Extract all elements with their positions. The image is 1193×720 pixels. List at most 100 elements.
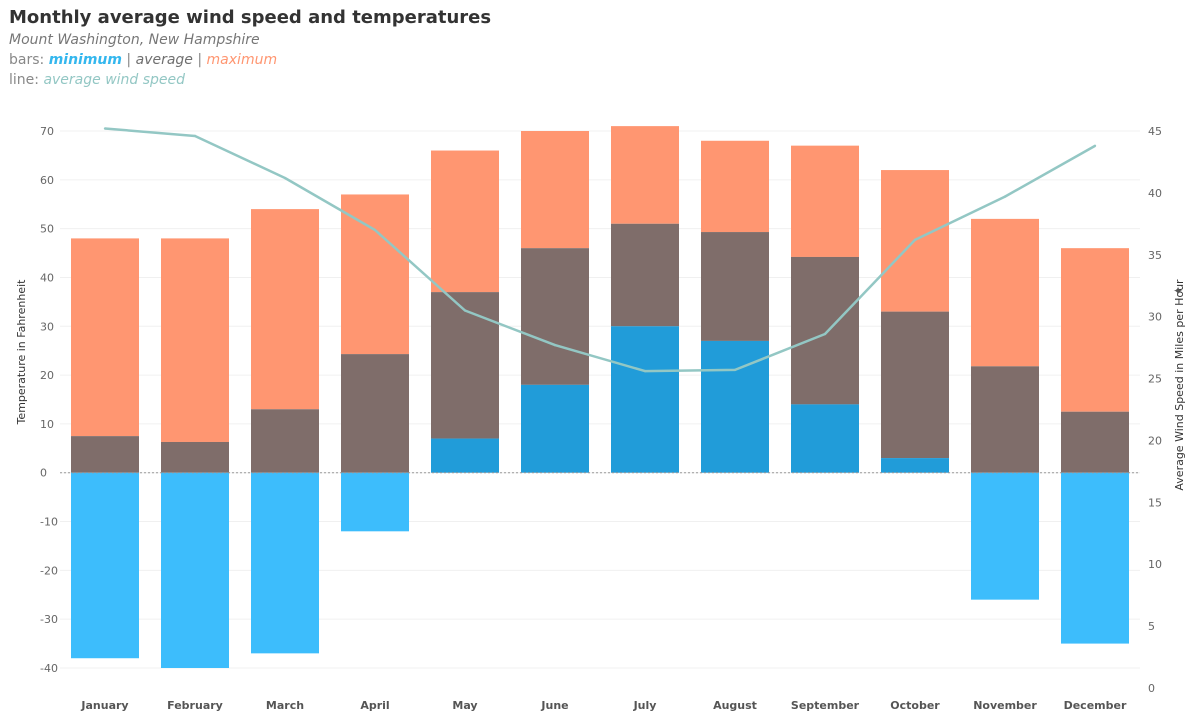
bar-maximum[interactable] <box>971 218 1039 367</box>
left-tick-label: 20 <box>40 369 54 382</box>
pin-icon[interactable]: ✦ <box>1173 284 1183 298</box>
bar-average[interactable] <box>341 354 409 473</box>
bar-average[interactable] <box>71 436 139 473</box>
left-tick-label: 70 <box>40 125 54 138</box>
chart-header: Monthly average wind speed and temperatu… <box>9 6 491 90</box>
bar-average[interactable] <box>1061 411 1129 473</box>
left-tick-label: 60 <box>40 174 54 187</box>
wind-speed-point[interactable] <box>643 369 647 373</box>
wind-speed-point[interactable] <box>283 176 287 180</box>
left-tick-label: 40 <box>40 271 54 284</box>
wind-speed-point[interactable] <box>733 368 737 372</box>
left-tick-label: 0 <box>40 467 47 480</box>
bar-minimum[interactable] <box>521 384 589 473</box>
bars <box>71 126 1129 668</box>
right-axis-ticks: 45 40 35 30 25 20 15 10 5 0 <box>1148 125 1162 695</box>
bar-minimum[interactable] <box>431 438 499 473</box>
bar-maximum[interactable] <box>251 209 319 410</box>
left-tick-label: -30 <box>40 613 58 626</box>
category-labels: January February March April May June July Augu… <box>80 699 1127 712</box>
category-label: July <box>633 699 657 712</box>
right-tick-label: 10 <box>1148 558 1162 571</box>
bar-minimum[interactable] <box>971 472 1039 600</box>
right-tick-label: 30 <box>1148 311 1162 324</box>
category-label: May <box>452 699 477 712</box>
wind-speed-point[interactable] <box>193 134 197 138</box>
category-label: January <box>80 699 128 712</box>
bar-minimum[interactable] <box>1061 472 1129 644</box>
left-axis-ticks: 70 60 50 40 30 20 10 0 -10 -20 -30 -40 <box>40 125 58 675</box>
left-tick-label: -40 <box>40 662 58 675</box>
chart-subtitle: Mount Washington, New Hampshire <box>9 32 260 48</box>
wind-speed-point[interactable] <box>1003 195 1007 198</box>
bar-average[interactable] <box>431 292 499 439</box>
legend-wind-line: average wind speed <box>43 72 186 88</box>
line-legend: line: average wind speed <box>9 70 491 90</box>
bar-maximum[interactable] <box>71 238 139 437</box>
bar-minimum[interactable] <box>881 458 949 473</box>
bar-maximum[interactable] <box>341 194 409 355</box>
bar-average[interactable] <box>251 409 319 473</box>
bar-minimum[interactable] <box>611 326 679 473</box>
legend-separator: | <box>192 52 207 68</box>
legend-maximum: maximum <box>206 52 278 68</box>
bar-maximum[interactable] <box>521 131 589 249</box>
bar-average[interactable] <box>611 223 679 327</box>
category-label: February <box>167 699 223 712</box>
left-axis-title: Temperature in Fahrenheit <box>15 279 28 426</box>
wind-speed-point[interactable] <box>373 228 377 232</box>
category-label: June <box>540 699 568 712</box>
right-tick-label: 15 <box>1148 496 1162 509</box>
bar-minimum[interactable] <box>341 472 409 532</box>
bar-average[interactable] <box>971 366 1039 473</box>
bar-maximum[interactable] <box>431 150 499 293</box>
wind-speed-point[interactable] <box>463 309 467 312</box>
left-tick-label: -20 <box>40 564 58 577</box>
wind-speed-line[interactable] <box>104 127 1096 373</box>
bar-average[interactable] <box>161 441 229 473</box>
left-tick-label: 50 <box>40 223 54 236</box>
wind-speed-point[interactable] <box>913 238 917 242</box>
right-tick-label: 35 <box>1148 249 1162 262</box>
right-tick-label: 5 <box>1148 620 1155 633</box>
bar-maximum[interactable] <box>611 126 679 224</box>
bar-maximum[interactable] <box>1061 248 1129 412</box>
wind-layer <box>103 127 1097 373</box>
gridlines <box>60 130 1140 669</box>
category-label: September <box>791 699 860 712</box>
bars-legend-prefix: bars: <box>9 52 49 68</box>
bar-minimum[interactable] <box>791 404 859 473</box>
right-axis-title: Average Wind Speed in Miles per Hour <box>1173 279 1186 491</box>
bar-maximum[interactable] <box>791 145 859 257</box>
wind-speed-point[interactable] <box>1093 144 1097 148</box>
bar-minimum[interactable] <box>251 472 319 654</box>
right-tick-label: 25 <box>1148 373 1162 386</box>
bar-average[interactable] <box>791 256 859 405</box>
bar-average[interactable] <box>701 232 769 341</box>
right-tick-label: 40 <box>1148 187 1162 200</box>
bar-minimum[interactable] <box>701 340 769 473</box>
category-label: March <box>266 699 304 712</box>
category-label: April <box>360 699 389 712</box>
category-label: November <box>973 699 1037 712</box>
category-label: October <box>890 699 940 712</box>
bar-minimum[interactable] <box>161 472 229 668</box>
bar-maximum[interactable] <box>701 140 769 233</box>
category-label: August <box>713 699 757 712</box>
left-tick-label: 10 <box>40 418 54 431</box>
right-tick-label: 20 <box>1148 434 1162 447</box>
wind-speed-point[interactable] <box>823 332 827 336</box>
left-tick-label: -10 <box>40 516 58 529</box>
legend-average: average <box>135 52 193 68</box>
bar-average[interactable] <box>521 248 589 385</box>
wind-speed-point[interactable] <box>553 343 557 347</box>
bars-legend: bars: minimum | average | maximum <box>9 50 491 70</box>
bar-maximum[interactable] <box>161 238 229 442</box>
bar-minimum[interactable] <box>71 472 139 659</box>
left-tick-label: 30 <box>40 320 54 333</box>
legend-separator: | <box>121 52 136 68</box>
bar-average[interactable] <box>881 311 949 459</box>
wind-speed-point[interactable] <box>103 127 107 130</box>
legend-minimum: minimum <box>48 52 122 68</box>
